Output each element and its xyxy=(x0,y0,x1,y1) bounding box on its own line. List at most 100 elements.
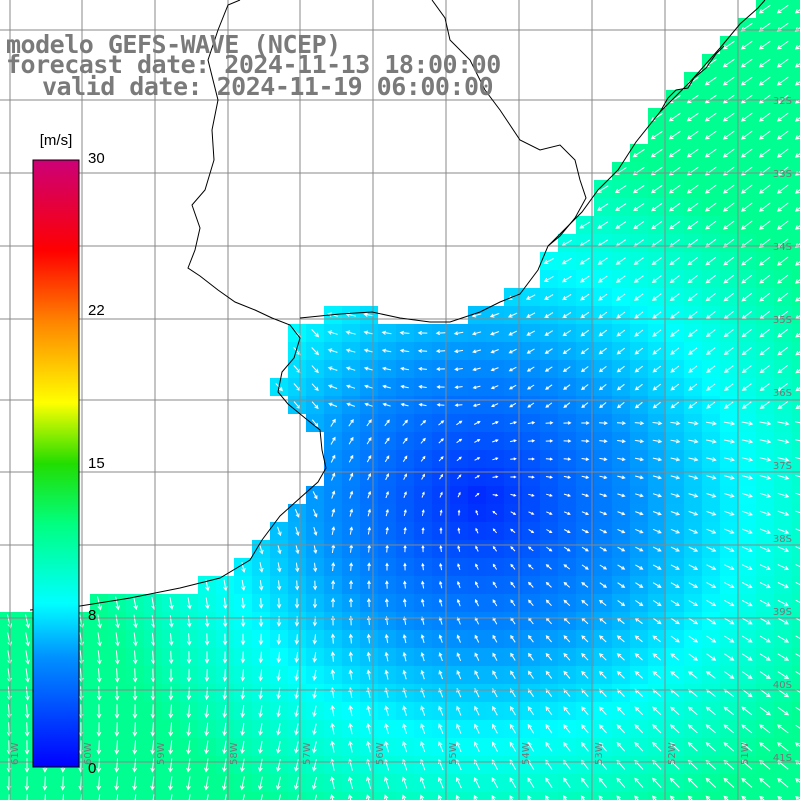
wind-arrow xyxy=(475,527,479,534)
wind-arrow xyxy=(437,794,443,800)
wind-arrow xyxy=(634,311,644,319)
wind-arrow xyxy=(311,365,319,374)
wind-arrow xyxy=(204,633,210,646)
wind-arrow xyxy=(526,330,536,336)
wind-arrow xyxy=(598,724,607,734)
wind-arrow xyxy=(795,599,800,604)
wind-arrow xyxy=(741,653,753,661)
wind-arrow xyxy=(489,312,500,318)
wind-arrow xyxy=(348,436,354,445)
lon-label: 61W xyxy=(10,742,21,765)
wind-arrow xyxy=(545,777,553,789)
wind-arrow xyxy=(456,474,462,480)
wind-arrow xyxy=(438,456,444,462)
wind-arrow xyxy=(794,153,800,158)
wind-arrow xyxy=(723,365,734,373)
wind-arrow xyxy=(150,686,156,701)
wind-arrow xyxy=(222,722,227,737)
wind-arrow xyxy=(668,112,681,122)
wind-arrow xyxy=(580,795,586,800)
wind-arrow xyxy=(474,439,481,443)
wind-arrow xyxy=(617,439,626,444)
wind-arrow xyxy=(277,526,282,537)
wind-arrow xyxy=(456,598,461,607)
lon-label: 54W xyxy=(521,742,532,765)
lon-label: 59W xyxy=(156,742,167,765)
wind-arrow xyxy=(349,579,354,590)
wind-arrow xyxy=(776,220,789,230)
wind-arrow xyxy=(491,794,496,800)
wind-arrow xyxy=(240,579,246,592)
wind-arrow xyxy=(687,329,698,337)
lon-label: 52W xyxy=(667,742,678,765)
wind-arrow xyxy=(366,633,371,644)
wind-arrow xyxy=(563,457,572,461)
wind-arrow xyxy=(634,421,645,426)
wind-arrow xyxy=(327,384,338,389)
wind-arrow xyxy=(616,383,625,391)
wind-arrow xyxy=(740,148,753,158)
wind-arrow xyxy=(722,148,735,158)
wind-arrow xyxy=(168,615,174,628)
wind-arrow xyxy=(740,58,753,68)
wind-arrow xyxy=(704,184,717,194)
wind-arrow xyxy=(580,293,590,301)
wind-arrow xyxy=(706,510,717,516)
wind-arrow xyxy=(276,687,281,700)
wind-arrow xyxy=(544,312,554,318)
wind-arrow xyxy=(635,600,644,607)
wind-arrow xyxy=(348,454,354,463)
wind-arrow xyxy=(579,221,591,229)
wind-arrow xyxy=(508,366,517,372)
wind-arrow xyxy=(794,778,800,783)
wind-arrow xyxy=(186,704,192,719)
wind-arrow xyxy=(759,421,772,426)
wind-arrow xyxy=(526,348,535,354)
wind-arrow xyxy=(759,492,772,498)
wind-arrow xyxy=(508,384,517,390)
lat-label: 34S xyxy=(773,242,792,253)
wind-arrow xyxy=(687,724,698,734)
wind-arrow xyxy=(758,148,771,158)
lon-label: 55W xyxy=(448,742,459,765)
wind-arrow xyxy=(759,510,772,516)
lat-label: 40S xyxy=(773,680,792,691)
wind-arrow xyxy=(580,311,590,319)
wind-arrow xyxy=(365,794,371,800)
colorbar-tick-22: 22 xyxy=(88,302,105,319)
wind-arrow xyxy=(741,274,753,284)
wind-arrow xyxy=(776,724,789,734)
wind-arrow xyxy=(222,669,228,682)
wind-arrow xyxy=(599,402,607,409)
wind-arrow xyxy=(525,294,536,300)
wind-arrow xyxy=(777,328,789,338)
wind-arrow xyxy=(670,347,680,355)
wind-arrow xyxy=(759,546,771,552)
field-cell xyxy=(360,792,378,800)
wind-arrow xyxy=(563,706,571,716)
wind-arrow xyxy=(777,383,788,392)
field-cell xyxy=(792,198,800,216)
wind-arrow xyxy=(634,383,643,391)
wind-arrow xyxy=(563,777,571,789)
wind-arrow xyxy=(546,546,553,552)
title-model: modelo GEFS-WAVE (NCEP) xyxy=(6,30,341,59)
wind-arrow xyxy=(668,148,681,158)
lat-label: 35S xyxy=(773,315,792,326)
wind-arrow xyxy=(222,651,228,664)
wind-arrow xyxy=(345,330,356,335)
wind-arrow xyxy=(492,457,499,461)
wind-arrow xyxy=(795,474,800,478)
wind-arrow xyxy=(403,473,407,480)
wind-arrow xyxy=(402,419,408,426)
wind-arrow xyxy=(687,220,699,230)
wind-arrow xyxy=(402,740,408,753)
field-cell xyxy=(792,108,800,126)
wind-arrow xyxy=(581,402,589,409)
wind-arrow xyxy=(723,777,735,788)
wind-arrow xyxy=(616,347,625,355)
wind-arrow xyxy=(563,652,571,661)
wind-arrow xyxy=(598,599,607,606)
wind-arrow xyxy=(759,742,771,752)
wind-arrow xyxy=(490,367,499,372)
